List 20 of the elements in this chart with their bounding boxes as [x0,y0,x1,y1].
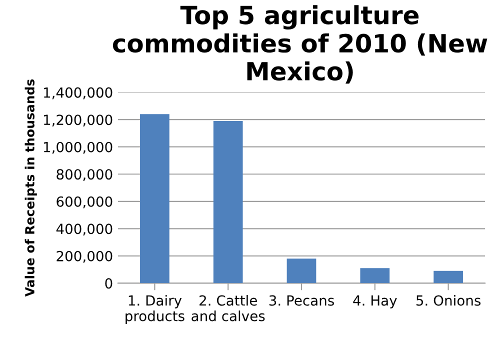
x-tick-label: 4. Hay [353,295,397,308]
bar [360,268,390,284]
y-tick-label: 1,200,000 [44,114,112,126]
x-tick-label: 5. Onions [416,294,481,306]
y-axis-title: Value of Receipts in thousands [24,79,37,297]
chart-title: Top 5 agriculture commodities of 2010 (New Mexico) [112,5,488,84]
x-tick-label: 2. Cattle and calves [192,294,265,322]
bar [434,270,463,284]
bar [213,120,243,284]
bar [140,114,170,284]
y-tick-label: 800,000 [56,169,112,182]
x-tick-label: 1. Dairy products [126,294,184,324]
y-tick-label: 0 [105,278,112,289]
y-tick-label: 400,000 [56,224,112,236]
bar [286,258,316,284]
y-tick-label: 1,000,000 [44,142,112,154]
x-tick-label: 3. Pecans [269,295,334,306]
y-tick-label: 200,000 [56,250,112,263]
y-tick-label: 600,000 [56,196,112,208]
y-tick-label: 1,400,000 [44,87,112,100]
